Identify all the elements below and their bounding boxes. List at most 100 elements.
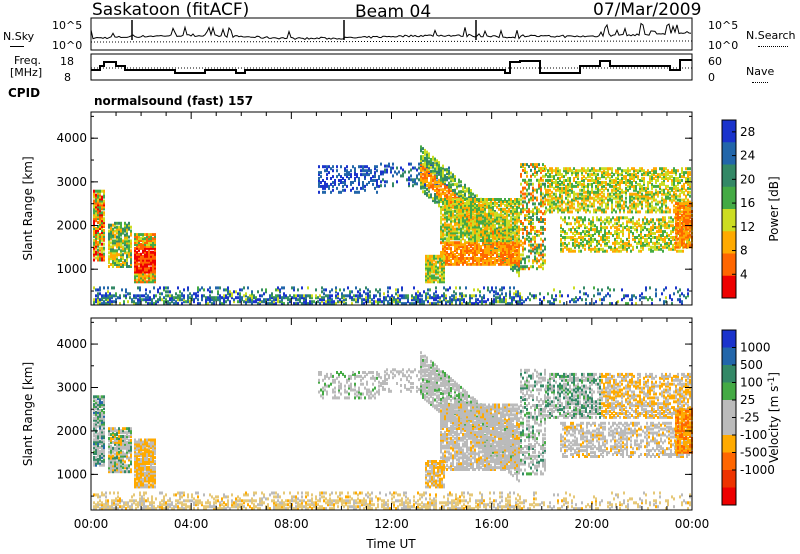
heatmap-cell — [522, 188, 524, 192]
heatmap-cell — [464, 243, 466, 247]
heatmap-cell — [148, 278, 150, 282]
heatmap-cell — [134, 262, 136, 266]
heatmap-cell — [651, 194, 653, 198]
heatmap-cell — [490, 225, 492, 229]
heatmap-cell — [496, 205, 498, 209]
heatmap-cell — [519, 300, 521, 304]
heatmap-cell — [542, 202, 544, 206]
heatmap-cell — [110, 225, 112, 229]
heatmap-cell — [95, 238, 97, 242]
heatmap-cell — [513, 292, 515, 296]
heatmap-cell — [567, 184, 569, 188]
heatmap-cell — [136, 260, 138, 264]
heatmap-cell — [478, 237, 480, 241]
heatmap-cell — [499, 298, 501, 302]
heatmap-cell — [474, 235, 476, 239]
heatmap-cell — [603, 188, 605, 192]
heatmap-cell — [627, 179, 629, 182]
heatmap-cell — [105, 302, 107, 306]
heatmap-cell — [108, 243, 110, 247]
heatmap-cell — [478, 243, 480, 247]
heatmap-cell — [510, 245, 512, 249]
heatmap-cell — [563, 167, 565, 171]
heatmap-cell — [476, 256, 478, 260]
heatmap-cell — [443, 272, 445, 276]
heatmap-cell — [144, 268, 146, 272]
heatmap-cell — [551, 296, 553, 300]
heatmap-cell — [520, 194, 522, 198]
heatmap-cell — [542, 255, 544, 259]
heatmap-cell — [124, 239, 126, 243]
heatmap-cell — [425, 262, 427, 266]
heatmap-cell — [434, 159, 436, 163]
heatmap-cell — [530, 229, 532, 233]
heatmap-cell — [324, 165, 326, 169]
heatmap-cell — [435, 270, 437, 274]
heatmap-cell — [397, 296, 399, 300]
heatmap-cell — [435, 262, 437, 266]
heatmap-cell — [514, 215, 516, 219]
heatmap-cell — [468, 200, 470, 203]
heatmap-cell — [508, 223, 510, 227]
heatmap-cell — [446, 253, 448, 256]
heatmap-cell — [136, 266, 138, 270]
heatmap-cell — [500, 225, 502, 229]
heatmap-cell — [561, 182, 563, 186]
heatmap-cell — [97, 229, 99, 232]
heatmap-cell — [482, 255, 484, 258]
heatmap-cell — [585, 298, 587, 302]
heatmap-cell — [641, 173, 643, 177]
noise-search-tick-high: 10^5 — [708, 19, 739, 32]
heatmap-cell — [631, 192, 633, 196]
heatmap-cell — [431, 276, 433, 280]
heatmap-cell — [492, 223, 494, 227]
heatmap-cell — [504, 256, 506, 260]
heatmap-cell — [520, 257, 522, 261]
heatmap-cell — [413, 296, 415, 300]
heatmap-cell — [483, 286, 485, 290]
heatmap-cell — [376, 190, 378, 194]
heatmap-cell — [165, 286, 167, 290]
heatmap-cell — [446, 255, 448, 258]
heatmap-cell — [516, 233, 518, 237]
noise-sky-tick-low: 10^0 — [52, 39, 83, 52]
heatmap-cell — [595, 190, 597, 194]
heatmap-cell — [478, 209, 480, 213]
heatmap-cell — [126, 229, 128, 233]
heatmap-cell — [504, 219, 506, 223]
heatmap-cell — [325, 300, 327, 304]
heatmap-cell — [502, 241, 504, 245]
heatmap-cell — [450, 215, 452, 219]
heatmap-cell — [565, 196, 567, 200]
heatmap-cell — [476, 253, 478, 256]
heatmap-cell — [95, 219, 97, 223]
heatmap-cell — [633, 200, 635, 204]
heatmap-cell — [440, 188, 442, 192]
heatmap-cell — [378, 175, 380, 179]
heatmap-cell — [277, 296, 279, 300]
heatmap-cell — [495, 290, 497, 294]
heatmap-cell — [99, 203, 101, 207]
heatmap-cell — [583, 175, 585, 179]
heatmap-cell — [627, 181, 629, 184]
heatmap-cell — [389, 302, 391, 306]
heatmap-cell — [508, 200, 510, 203]
heatmap-cell — [518, 272, 520, 276]
heatmap-cell — [520, 220, 522, 223]
heatmap-cell — [448, 253, 450, 256]
heatmap-cell — [549, 208, 551, 212]
heatmap-cell — [426, 172, 428, 176]
freq-panel — [90, 53, 693, 81]
heatmap-cell — [122, 257, 124, 261]
heatmap-cell — [462, 235, 464, 239]
heatmap-cell — [114, 221, 116, 225]
heatmap-cell — [136, 246, 138, 250]
heatmap-cell — [601, 298, 603, 302]
heatmap-cell — [422, 155, 424, 158]
heatmap-cell — [134, 256, 136, 260]
heatmap-cell — [522, 168, 524, 172]
heatmap-cell — [432, 177, 434, 181]
heatmap-cell — [448, 243, 450, 247]
heatmap-cell — [553, 202, 555, 206]
heatmap-cell — [470, 209, 472, 213]
